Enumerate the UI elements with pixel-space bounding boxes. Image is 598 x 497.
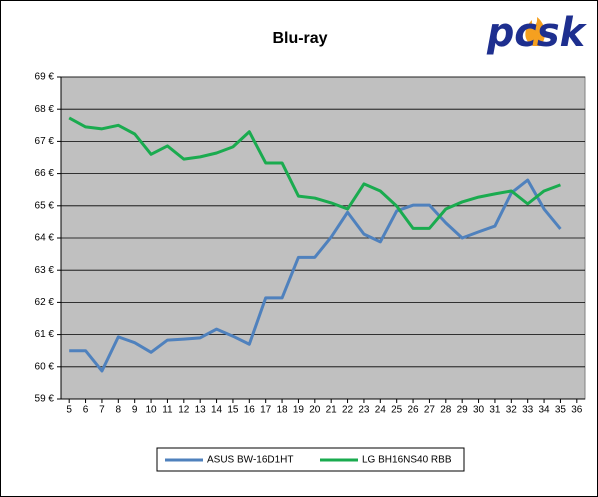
x-tick-label: 32 [506,405,518,416]
x-tick-label: 36 [571,405,583,416]
logo: pcsk [486,10,587,56]
x-tick-label: 11 [162,405,173,416]
x-tick-label: 10 [146,405,158,416]
x-tick-label: 7 [99,405,105,416]
x-tick-label: 29 [457,405,469,416]
series-line [68,116,561,230]
y-tick-label: 60 € [35,361,55,372]
x-tick-label: 30 [473,405,485,416]
y-tick-label: 68 € [35,104,55,115]
y-tick-label: 62 € [35,297,55,308]
y-tick-label: 66 € [35,168,55,179]
legend-label: LG BH16NS40 RBB [362,455,452,466]
x-tick-label: 28 [440,405,452,416]
x-tick-label: 13 [195,405,207,416]
x-tick-label: 25 [391,405,403,416]
legend-box [156,447,465,472]
x-tick-label: 17 [260,405,272,416]
x-tick-label: 22 [342,405,354,416]
x-tick-label: 24 [375,405,387,416]
x-tick-label: 16 [244,405,256,416]
x-tick-label: 14 [211,405,223,416]
series-line [69,178,562,373]
legend-label: ASUS BW-16D1HT [207,455,294,466]
x-tick-label: 21 [326,405,338,416]
x-tick-label: 26 [408,405,420,416]
x-tick-label: 27 [424,405,436,416]
y-tick-label: 59 € [35,394,55,405]
x-tick-label: 20 [309,405,321,416]
x-tick-label: 18 [277,405,289,416]
chart-title: Blu-ray [272,30,327,47]
x-tick-label: 9 [132,405,138,416]
legend: ASUS BW-16D1HT LG BH16NS40 RBB [156,447,465,472]
logo-group: pcsk [486,10,587,56]
x-tick-label: 19 [293,405,305,416]
y-tick-label: 67 € [35,136,55,147]
y-tick-label: 69 € [35,72,55,83]
x-tick-label: 34 [539,405,551,416]
x-tick-label: 35 [555,405,567,416]
x-tick-label: 23 [358,405,370,416]
x-tick-label: 6 [83,405,89,416]
y-tick-label: 65 € [35,200,55,211]
y-tick-label: 64 € [35,233,55,244]
y-tick-label: 61 € [35,329,55,340]
x-tick-label: 31 [489,405,501,416]
x-tick-label: 33 [522,405,534,416]
x-tick-label: 12 [178,405,190,416]
y-tick-label: 63 € [35,265,55,276]
x-tick-label: 5 [66,405,72,416]
x-tick-label: 8 [116,405,122,416]
x-tick-label: 15 [227,405,239,416]
logo-flame [525,17,546,46]
